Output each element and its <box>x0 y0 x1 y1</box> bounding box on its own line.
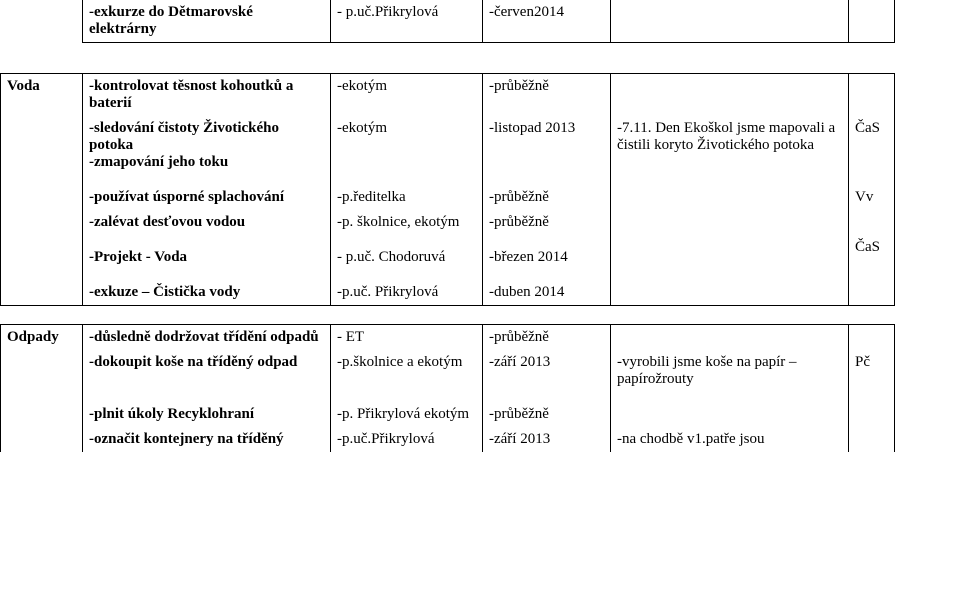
odpady-r3-note <box>611 392 849 427</box>
odpady-r1-note2 <box>849 325 895 351</box>
top-term: -červen2014 <box>483 0 611 43</box>
odpady-r1-resp: - ET <box>331 325 483 351</box>
voda-r2-term: -listopad 2013 <box>483 116 611 175</box>
voda-r3-term: -průběžně <box>483 175 611 210</box>
voda-row-1: Voda -kontrolovat těsnost kohoutků a bat… <box>1 74 895 117</box>
voda-row-6: -exkuze – Čistička vody -p.uč. Přikrylov… <box>1 270 895 306</box>
voda-r6-activity: -exkuze – Čistička vody <box>83 270 331 306</box>
voda-r3-note <box>611 175 849 210</box>
odpady-label: Odpady <box>1 325 83 351</box>
top-row: -exkurze do Dětmarovské elektrárny - p.u… <box>83 0 895 43</box>
top-responsible: - p.uč.Přikrylová <box>331 0 483 43</box>
odpady-table: Odpady -důsledně dodržovat třídění odpad… <box>0 324 895 452</box>
voda-r3-activity: -používat úsporné splachování <box>83 175 331 210</box>
top-activity: -exkurze do Dětmarovské elektrárny <box>83 0 331 43</box>
voda-r1-note <box>611 74 849 117</box>
voda-table: Voda -kontrolovat těsnost kohoutků a bat… <box>0 73 895 306</box>
voda-r4-term: -průběžně <box>483 210 611 235</box>
voda-r6-note2 <box>849 270 895 306</box>
voda-r5-resp: - p.uč. Chodoruvá <box>331 235 483 270</box>
top-table: -exkurze do Dětmarovské elektrárny - p.u… <box>82 0 895 43</box>
odpady-r1-term: -průběžně <box>483 325 611 351</box>
odpady-r4-activity: -označit kontejnery na tříděný <box>83 427 331 452</box>
odpady-r2-activity: -dokoupit koše na tříděný odpad <box>83 350 331 392</box>
odpady-r1-activity: -důsledně dodržovat třídění odpadů <box>83 325 331 351</box>
voda-r1-term: -průběžně <box>483 74 611 117</box>
voda-r2-note2: ČaS <box>849 116 895 175</box>
odpady-r1-note <box>611 325 849 351</box>
voda-r2-activity: -sledování čistoty Životického potoka -z… <box>83 116 331 175</box>
odpady-r2-term: -září 2013 <box>483 350 611 392</box>
odpady-r4-note: -na chodbě v1.patře jsou <box>611 427 849 452</box>
voda-r6-term: -duben 2014 <box>483 270 611 306</box>
voda-r5-note <box>611 235 849 270</box>
odpady-row-4: -označit kontejnery na tříděný -p.uč.Při… <box>1 427 895 452</box>
voda-row-2: -sledování čistoty Životického potoka -z… <box>1 116 895 175</box>
voda-row-3: -používat úsporné splachování -p.ředitel… <box>1 175 895 210</box>
odpady-r2-note2: Pč <box>849 350 895 392</box>
odpady-row-1: Odpady -důsledně dodržovat třídění odpad… <box>1 325 895 351</box>
odpady-r3-note2 <box>849 392 895 427</box>
odpady-row-2: -dokoupit koše na tříděný odpad -p.školn… <box>1 350 895 392</box>
voda-r5-note2: ČaS <box>849 235 895 270</box>
voda-r4-note2 <box>849 210 895 235</box>
top-note2 <box>849 0 895 43</box>
voda-r5-activity: -Projekt - Voda <box>83 235 331 270</box>
odpady-r4-term: -září 2013 <box>483 427 611 452</box>
voda-r1-activity: -kontrolovat těsnost kohoutků a baterií <box>83 74 331 117</box>
voda-r2-resp: -ekotým <box>331 116 483 175</box>
top-note <box>611 0 849 43</box>
voda-r1-note2 <box>849 74 895 117</box>
voda-r6-note <box>611 270 849 306</box>
odpady-r2-resp: -p.školnice a ekotým <box>331 350 483 392</box>
voda-row-5: -Projekt - Voda - p.uč. Chodoruvá -březe… <box>1 235 895 270</box>
voda-r6-resp: -p.uč. Přikrylová <box>331 270 483 306</box>
voda-label: Voda <box>1 74 83 117</box>
voda-r5-term: -březen 2014 <box>483 235 611 270</box>
voda-r4-activity: -zalévat desťovou vodou <box>83 210 331 235</box>
odpady-r4-resp: -p.uč.Přikrylová <box>331 427 483 452</box>
odpady-r4-note2 <box>849 427 895 452</box>
odpady-r3-term: -průběžně <box>483 392 611 427</box>
voda-row-4: -zalévat desťovou vodou -p. školnice, ek… <box>1 210 895 235</box>
odpady-r2-note: -vyrobili jsme koše na papír – papírožro… <box>611 350 849 392</box>
voda-r3-note2: Vv <box>849 175 895 210</box>
voda-r4-resp: -p. školnice, ekotým <box>331 210 483 235</box>
odpady-r3-activity: -plnit úkoly Recyklohraní <box>83 392 331 427</box>
voda-r1-resp: -ekotým <box>331 74 483 117</box>
odpady-row-3: -plnit úkoly Recyklohraní -p. Přikrylová… <box>1 392 895 427</box>
voda-r3-resp: -p.ředitelka <box>331 175 483 210</box>
odpady-r3-resp: -p. Přikrylová ekotým <box>331 392 483 427</box>
voda-r4-note <box>611 210 849 235</box>
voda-r2-note: -7.11. Den Ekoškol jsme mapovali a čisti… <box>611 116 849 175</box>
